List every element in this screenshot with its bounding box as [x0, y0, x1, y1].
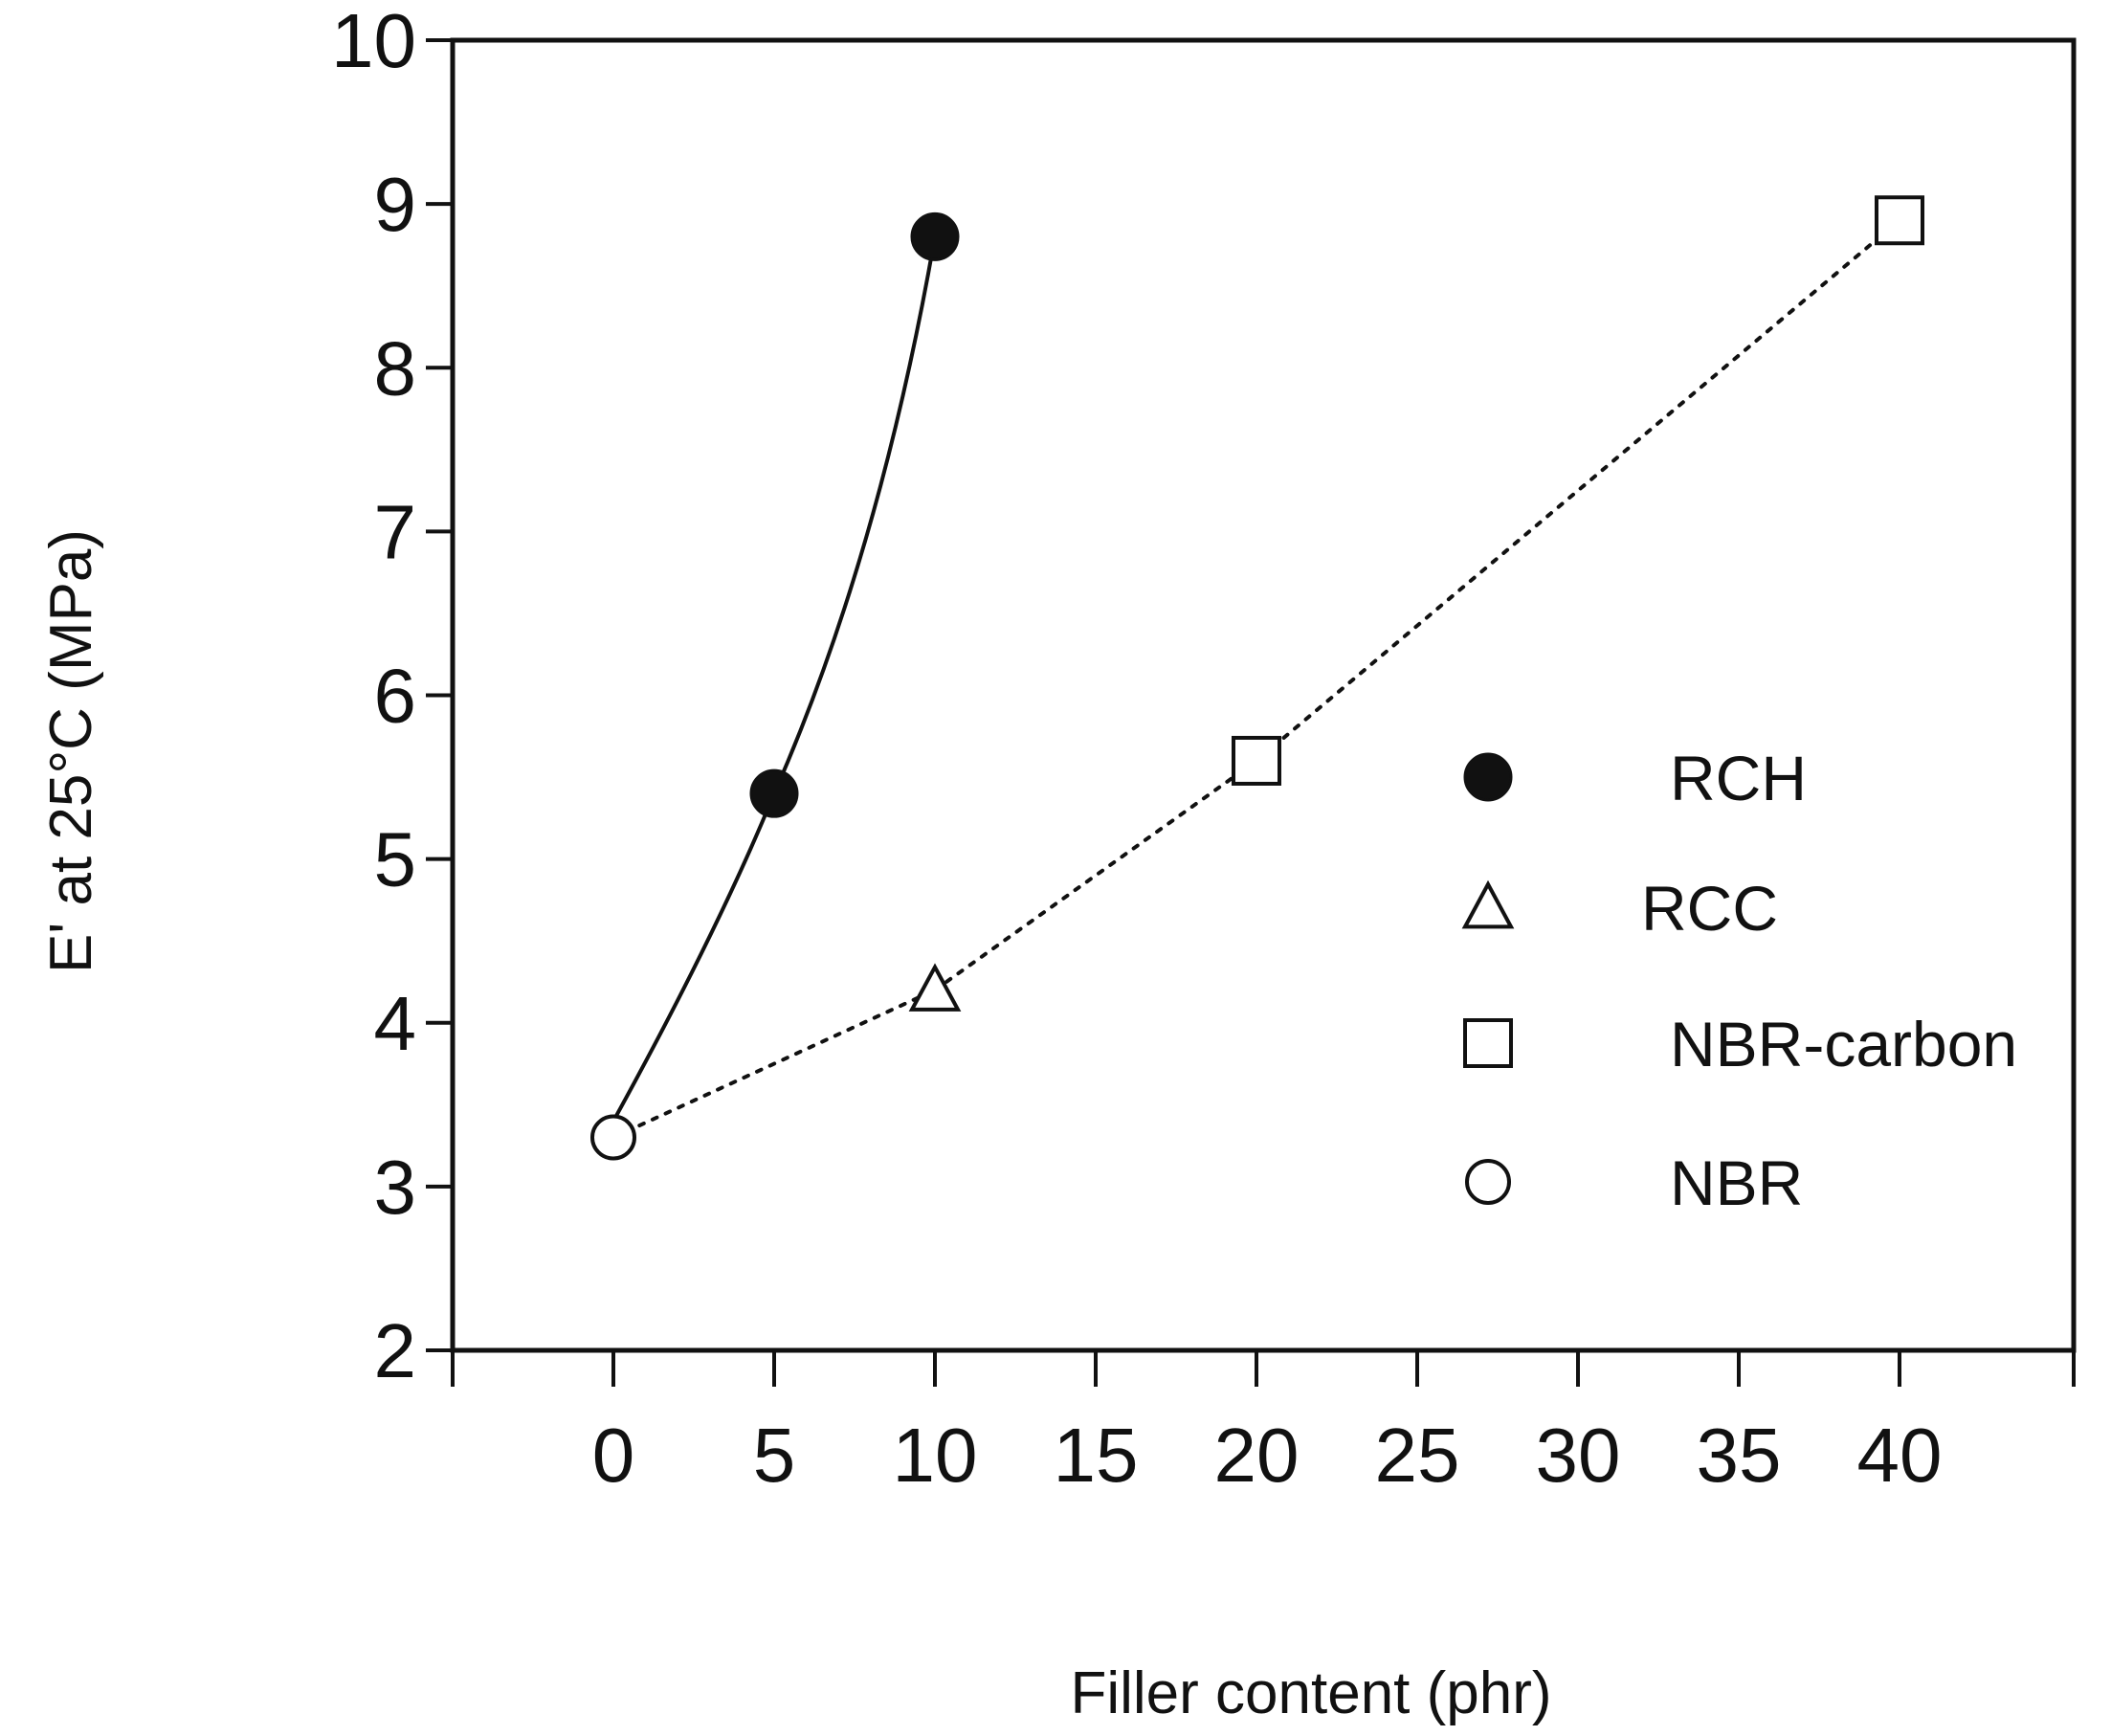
y-tick-label: 8: [374, 325, 417, 411]
point-rch: [910, 211, 960, 261]
x-axis-title: Filler content (phr): [1070, 1660, 1551, 1726]
legend-marker-rcc: [1461, 879, 1515, 929]
y-tick-label: 10: [331, 0, 416, 83]
x-tick-label: 40: [1857, 1413, 1943, 1498]
x-tick-label: 15: [1054, 1413, 1139, 1498]
x-tick-label: 35: [1697, 1413, 1782, 1498]
x-tick-label: 10: [893, 1413, 978, 1498]
y-tick-label: 2: [374, 1308, 417, 1393]
y-tick-label: 6: [374, 654, 417, 739]
legend-label-rcc: RCC: [1641, 873, 1778, 944]
x-tick-label: 30: [1536, 1413, 1621, 1498]
point-nbr-carbon: [1875, 195, 1924, 246]
legend-marker-nbr: [1465, 1159, 1511, 1205]
legend-label-nbr: NBR: [1670, 1147, 1803, 1218]
point-rcc: [908, 963, 962, 1012]
y-tick-label: 5: [374, 817, 417, 902]
plot-frame: [450, 37, 2077, 1353]
x-tick-label: 0: [592, 1413, 635, 1498]
legend-marker-nbr-carbon: [1463, 1018, 1513, 1068]
legend-marker-rch: [1463, 752, 1513, 802]
point-nbr-carbon: [1232, 735, 1281, 786]
series-line-rcc: [611, 988, 937, 1140]
x-tick-label: 25: [1375, 1413, 1460, 1498]
legend-label-rch: RCH: [1670, 743, 1807, 813]
legend-label-nbr-carbon: NBR-carbon: [1670, 1009, 2017, 1079]
point-rch: [749, 768, 799, 818]
x-tick-label: 5: [753, 1413, 796, 1498]
y-tick-label: 9: [374, 162, 417, 247]
y-tick-label: 3: [374, 1145, 417, 1230]
y-axis-title: E' at 25°C (MPa): [38, 529, 104, 973]
y-tick-label: 4: [374, 981, 417, 1066]
series-line-nbr-carbon: [933, 218, 1901, 992]
x-tick-label: 20: [1214, 1413, 1300, 1498]
point-nbr: [590, 1114, 636, 1161]
y-tick-label: 7: [374, 489, 417, 574]
series-line-rch: [611, 236, 937, 1123]
